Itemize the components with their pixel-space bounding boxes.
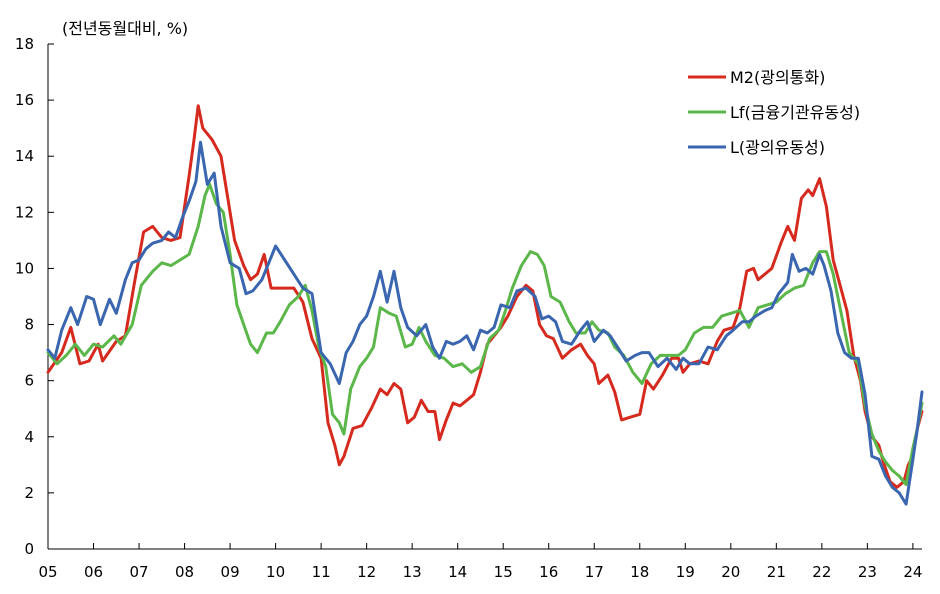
x-tick-label: 22 — [812, 563, 831, 581]
y-tick-label: 18 — [15, 35, 34, 53]
y-tick-label: 14 — [15, 147, 34, 165]
x-tick-label: 09 — [221, 563, 240, 581]
legend-label-3: L(광의유동성) — [730, 138, 825, 157]
unit-label: (전년동월대비, %) — [62, 19, 188, 38]
y-tick-label: 10 — [15, 259, 34, 277]
y-tick-label: 6 — [24, 372, 34, 390]
x-tick-label: 18 — [630, 563, 649, 581]
y-tick-label: 4 — [24, 428, 34, 446]
x-tick-label: 14 — [448, 563, 467, 581]
x-tick-label: 20 — [721, 563, 740, 581]
x-tick-label: 05 — [38, 563, 57, 581]
legend-label-2: Lf(금융기관유동성) — [730, 103, 860, 122]
x-tick-label: 08 — [175, 563, 194, 581]
x-tick-label: 23 — [858, 563, 877, 581]
x-tick-label: 16 — [539, 563, 558, 581]
legend-label-1: M2(광의통화) — [730, 68, 825, 87]
x-tick-label: 21 — [767, 563, 786, 581]
x-tick-label: 10 — [266, 563, 285, 581]
legend: M2(광의통화) Lf(금융기관유동성) L(광의유동성) — [688, 68, 860, 157]
y-tick-label: 2 — [24, 484, 34, 502]
x-tick-label: 11 — [312, 563, 331, 581]
y-tick-label: 12 — [15, 203, 34, 221]
x-tick-label: 24 — [903, 563, 922, 581]
y-tick-label: 16 — [15, 91, 34, 109]
series-line-3 — [46, 140, 924, 506]
y-tick-label: 8 — [24, 316, 34, 334]
x-tick-label: 19 — [676, 563, 695, 581]
x-tick-label: 12 — [357, 563, 376, 581]
series-line-1 — [46, 104, 924, 489]
x-tick-label: 15 — [494, 563, 513, 581]
y-tick-label: 0 — [24, 540, 34, 558]
x-tick-label: 13 — [403, 563, 422, 581]
x-tick-label: 07 — [129, 563, 148, 581]
x-tick-label: 17 — [585, 563, 604, 581]
x-tick-label: 06 — [84, 563, 103, 581]
series-line-2 — [46, 182, 924, 486]
plot-lines — [46, 104, 924, 506]
